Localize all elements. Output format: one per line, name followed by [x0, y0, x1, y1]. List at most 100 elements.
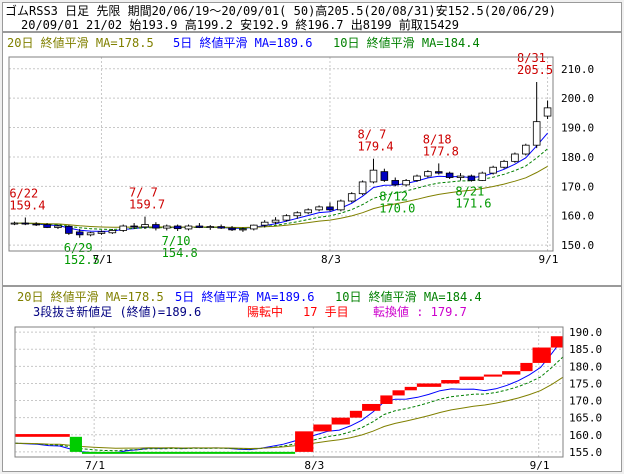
newprice-panel: 155.0 160.0 165.0 170.0 175.0 180.0 185.0 190.0… — [2, 286, 622, 472]
candle-body — [511, 153, 519, 162]
candle-body — [173, 225, 182, 230]
candle-body — [413, 175, 421, 181]
annotation-label: 8/12 — [379, 189, 408, 203]
y-tick-label: 190.0 — [561, 122, 594, 135]
new-price-brick — [441, 380, 460, 384]
y-tick-label: 155.0 — [569, 446, 602, 459]
new-price-brick — [392, 390, 405, 396]
candle-body — [467, 175, 476, 181]
new-price-brick — [459, 376, 484, 381]
candle-body — [228, 227, 236, 231]
annotation-label: 205.5 — [517, 63, 553, 77]
new-price-brick — [362, 403, 381, 411]
info-conversion: 転換値 : 179.7 — [373, 304, 467, 319]
candle-body — [75, 231, 84, 236]
header-line-1: ゴムRSS3 日足 先限 期間20/06/19～20/09/01( 50)高20… — [5, 4, 557, 18]
y-tick-label: 175.0 — [569, 377, 602, 390]
annotation-label: 6/22 — [9, 186, 38, 200]
candle-body — [315, 206, 323, 211]
candle-body — [97, 231, 106, 234]
candle-body — [10, 222, 19, 225]
legend-ma10: 10日 終値平滑 MA=184.4 — [333, 35, 480, 50]
candle-body — [271, 219, 280, 223]
y-tick-label: 170.0 — [561, 180, 594, 193]
plot-frame — [8, 56, 554, 252]
y-tick-label: 190.0 — [569, 326, 602, 339]
candle-body — [195, 225, 204, 228]
candle-body — [532, 121, 541, 146]
candle-body — [304, 209, 312, 214]
annotation-label: 7/10 — [162, 234, 191, 248]
new-price-brick — [313, 424, 332, 432]
new-price-brick — [15, 434, 70, 437]
candle-body — [478, 172, 487, 181]
annotation-label: 8/21 — [455, 185, 484, 199]
candle-body — [326, 206, 334, 211]
new-price-brick — [81, 451, 296, 454]
candle-body — [239, 228, 247, 231]
new-price-brick — [550, 336, 563, 348]
candle-body — [141, 224, 149, 228]
candle-body — [54, 225, 62, 228]
candle-body — [32, 223, 40, 226]
x-tick-label: 9/1 — [539, 253, 559, 266]
new-price-brick — [349, 410, 363, 418]
y-tick-label: 160.0 — [561, 210, 594, 223]
newprice-ma-lines — [14, 338, 564, 454]
annotation-label: 179.4 — [357, 140, 393, 154]
candle-body — [380, 171, 389, 181]
newprice-bricks — [15, 336, 563, 454]
candles — [10, 81, 552, 238]
y-tick-label: 180.0 — [569, 360, 602, 373]
y-tick-label: 180.0 — [561, 151, 594, 164]
candle-body — [65, 225, 73, 234]
candle-body — [456, 175, 465, 178]
x-tick-label: 8/3 — [321, 253, 341, 266]
price-axes: 150.0 160.0 170.0 180.0 190.0 200.0 210.0 7/1 8/… — [8, 56, 594, 266]
x-tick-label: 7/1 — [92, 253, 112, 266]
legend-ma5-lower: 5日 終値平滑 MA=189.6 — [175, 289, 314, 304]
candle-body — [445, 172, 454, 178]
ma20-line-lower — [14, 376, 564, 450]
annotation-label: 171.6 — [455, 197, 491, 211]
candle-body — [260, 221, 269, 226]
info-count: 17 手目 — [303, 305, 349, 319]
legend-ma10-lower: 10日 終値平滑 MA=184.4 — [335, 289, 482, 304]
candle-body — [402, 180, 410, 186]
candle-body — [358, 181, 367, 195]
annotation-label: 152.5 — [64, 253, 100, 267]
info-status: 陽転中 — [247, 304, 283, 319]
annotation-label: 177.8 — [423, 144, 459, 158]
quote-header: ゴムRSS3 日足 先限 期間20/06/19～20/09/01( 50)高20… — [2, 2, 622, 32]
new-price-brick — [520, 362, 533, 372]
x-tick-label: 8/3 — [304, 459, 324, 471]
new-price-brick — [331, 417, 350, 425]
new-price-brick — [532, 347, 551, 363]
x-tick-label: 9/1 — [530, 459, 550, 471]
candle-body — [21, 222, 30, 225]
info-title: 3段抜き新値足 (終値)=189.6 — [33, 304, 201, 319]
price-panel: 6/22 159.4 6/29 152.5 7/ 7 159.7 7/10 154.8 8/ 7… — [2, 32, 622, 286]
candle-body — [86, 232, 95, 236]
annotation-label: 8/ 7 — [357, 128, 386, 142]
candle-body — [522, 144, 530, 155]
candle-body — [130, 225, 138, 228]
ma10-line — [14, 148, 548, 231]
moving-average-lines — [14, 132, 548, 232]
y-tick-label: 150.0 — [561, 239, 594, 252]
new-price-brick — [295, 431, 314, 452]
ma5-line — [14, 132, 548, 232]
annotation-label: 8/18 — [423, 132, 452, 146]
candle-body — [250, 224, 258, 230]
candle-body — [434, 171, 443, 174]
candle-body — [206, 226, 215, 229]
candle-body — [184, 225, 193, 230]
price-grid — [9, 57, 553, 251]
new-price-brick — [69, 436, 82, 452]
y-tick-label: 210.0 — [561, 63, 594, 76]
candle-body — [369, 169, 378, 183]
plot-frame-lower — [14, 326, 564, 458]
annotation-label: 170.0 — [379, 201, 415, 215]
